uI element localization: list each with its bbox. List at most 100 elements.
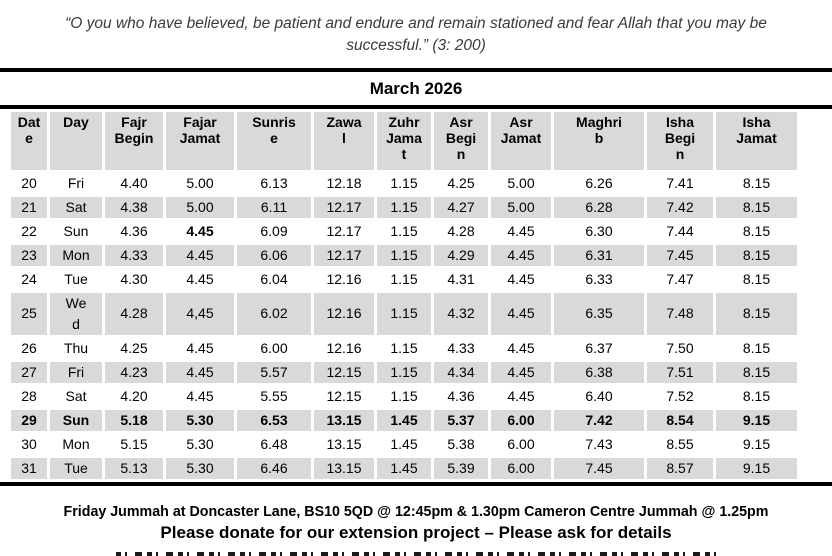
- time-cell: 5.00: [491, 196, 551, 218]
- column-header: Zuhr Jama t: [377, 111, 431, 170]
- time-cell: 4.25: [105, 337, 163, 359]
- day-cell: Fri: [50, 172, 102, 194]
- column-header: Sunris e: [237, 111, 311, 170]
- time-cell: 8.54: [647, 409, 713, 431]
- time-cell: 8.15: [716, 196, 797, 218]
- table-row: 25 We d 4.28 4,45 6.02 12.16 1.15 4.32 4.45 6.35 7…: [11, 292, 797, 335]
- time-cell: 7.44: [647, 220, 713, 242]
- table-row: 30 Mon 5.15 5.30 6.48 13.15 1.45 5.38 6.00 7.43 8.…: [11, 433, 797, 455]
- time-cell: 6.11: [237, 196, 311, 218]
- time-cell: 5.38: [434, 433, 488, 455]
- time-cell: 5.55: [237, 385, 311, 407]
- date-cell: 22: [11, 220, 47, 242]
- time-cell: 7.41: [647, 172, 713, 194]
- date-cell: 29: [11, 409, 47, 431]
- time-cell: 12.15: [314, 385, 374, 407]
- time-cell: 4.25: [434, 172, 488, 194]
- table-row: 22 Sun 4.36 4.45 6.09 12.17 1.15 4.28 4.45 6.30 7.…: [11, 220, 797, 242]
- time-cell: 1.15: [377, 220, 431, 242]
- time-cell: 6.37: [554, 337, 644, 359]
- time-cell: 7.45: [647, 244, 713, 266]
- time-cell: 8.15: [716, 244, 797, 266]
- time-cell: 5.00: [166, 196, 234, 218]
- date-cell: 31: [11, 457, 47, 479]
- table-row: 24 Tue 4.30 4.45 6.04 12.16 1.15 4.31 4.45 6.33 7.…: [11, 268, 797, 290]
- date-cell: 25: [11, 292, 47, 335]
- day-cell: Mon: [50, 433, 102, 455]
- time-cell: 6.53: [237, 409, 311, 431]
- day-cell: Fri: [50, 361, 102, 383]
- time-cell: 5.18: [105, 409, 163, 431]
- time-cell: 9.15: [716, 433, 797, 455]
- time-cell: 13.15: [314, 457, 374, 479]
- time-cell: 6.33: [554, 268, 644, 290]
- time-cell: 4.45: [166, 220, 234, 242]
- time-cell: 6.31: [554, 244, 644, 266]
- time-cell: 5.30: [166, 457, 234, 479]
- date-cell: 28: [11, 385, 47, 407]
- column-header: Isha Jamat: [716, 111, 797, 170]
- time-cell: 8.15: [716, 220, 797, 242]
- time-cell: 4.36: [434, 385, 488, 407]
- time-cell: 1.15: [377, 268, 431, 290]
- time-cell: 4.33: [434, 337, 488, 359]
- time-cell: 4.45: [491, 244, 551, 266]
- time-cell: 1.15: [377, 244, 431, 266]
- time-cell: 4.45: [491, 361, 551, 383]
- time-cell: 6.28: [554, 196, 644, 218]
- time-cell: 1.15: [377, 172, 431, 194]
- time-cell: 6.04: [237, 268, 311, 290]
- time-cell: 4,45: [166, 292, 234, 335]
- time-cell: 4.45: [166, 244, 234, 266]
- time-cell: 4.36: [105, 220, 163, 242]
- time-cell: 12.17: [314, 196, 374, 218]
- date-cell: 30: [11, 433, 47, 455]
- day-cell: Sun: [50, 220, 102, 242]
- time-cell: 1.15: [377, 196, 431, 218]
- table-header-row: Dat e Day Fajr Begin Fajar Jamat Sunris e Zaw…: [11, 111, 797, 170]
- time-cell: 4.31: [434, 268, 488, 290]
- time-cell: 12.16: [314, 337, 374, 359]
- time-cell: 6.40: [554, 385, 644, 407]
- date-cell: 26: [11, 337, 47, 359]
- column-header: Fajr Begin: [105, 111, 163, 170]
- time-cell: 4.45: [491, 220, 551, 242]
- prayer-timetable: Dat e Day Fajr Begin Fajar Jamat Sunris e Zaw…: [8, 109, 800, 482]
- time-cell: 4.28: [434, 220, 488, 242]
- day-cell: Sun: [50, 409, 102, 431]
- day-cell: Sat: [50, 196, 102, 218]
- time-cell: 12.15: [314, 361, 374, 383]
- time-cell: 6.06: [237, 244, 311, 266]
- time-cell: 7.43: [554, 433, 644, 455]
- time-cell: 6.38: [554, 361, 644, 383]
- time-cell: 4.32: [434, 292, 488, 335]
- time-cell: 4.34: [434, 361, 488, 383]
- time-cell: 4.33: [105, 244, 163, 266]
- time-cell: 4.20: [105, 385, 163, 407]
- time-cell: 4.45: [491, 292, 551, 335]
- day-cell: Tue: [50, 268, 102, 290]
- day-cell: Tue: [50, 457, 102, 479]
- time-cell: 6.26: [554, 172, 644, 194]
- time-cell: 5.57: [237, 361, 311, 383]
- column-header: Zawa l: [314, 111, 374, 170]
- time-cell: 4.27: [434, 196, 488, 218]
- time-cell: 5.37: [434, 409, 488, 431]
- time-cell: 7.48: [647, 292, 713, 335]
- time-cell: 5.00: [166, 172, 234, 194]
- time-cell: 1.15: [377, 361, 431, 383]
- time-cell: 5.30: [166, 433, 234, 455]
- time-cell: 5.15: [105, 433, 163, 455]
- time-cell: 8.15: [716, 172, 797, 194]
- time-cell: 8.15: [716, 292, 797, 335]
- time-cell: 4.23: [105, 361, 163, 383]
- column-header: Fajar Jamat: [166, 111, 234, 170]
- time-cell: 8.15: [716, 337, 797, 359]
- time-cell: 7.52: [647, 385, 713, 407]
- time-cell: 4.29: [434, 244, 488, 266]
- time-cell: 4.40: [105, 172, 163, 194]
- time-cell: 9.15: [716, 457, 797, 479]
- donation-appeal-line: Please donate for our extension project …: [160, 522, 672, 542]
- quran-quote: “O you who have believed, be patient and…: [65, 15, 767, 55]
- time-cell: 5.00: [491, 172, 551, 194]
